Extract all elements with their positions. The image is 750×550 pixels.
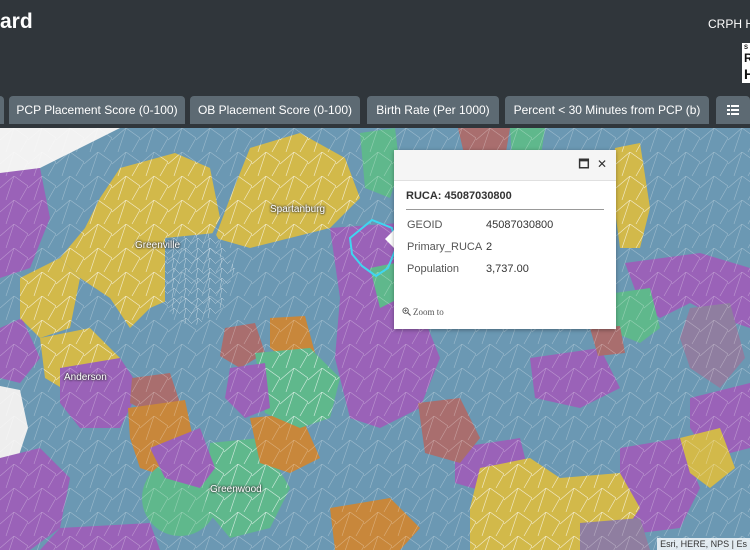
app-title: ard	[0, 10, 33, 33]
map-view[interactable]: Spartanburg Greenville Anderson Greenwoo…	[0, 128, 750, 550]
selected-tract-outline[interactable]	[348, 218, 398, 278]
org-label: CRPH H	[708, 17, 750, 31]
zoom-to-label: Zoom to	[413, 307, 444, 317]
map-attribution[interactable]: Esri, HERE, NPS | Es	[657, 538, 750, 550]
org-logo: S R H	[742, 43, 750, 83]
attr-value-primary-ruca: 2	[486, 241, 493, 253]
tab-partial[interactable]	[0, 96, 4, 124]
map-canvas[interactable]	[0, 128, 750, 550]
attr-key-population: Population	[407, 263, 459, 275]
city-label-greenville: Greenville	[135, 240, 181, 251]
tab-list-menu[interactable]	[716, 96, 750, 124]
city-label-anderson: Anderson	[64, 372, 107, 383]
attr-value-population: 3,737.00	[486, 263, 529, 275]
tab-ob-placement-score[interactable]: OB Placement Score (0-100)	[190, 96, 360, 124]
tab-percent-30-minutes-pcp[interactable]: Percent < 30 Minutes from PCP (b)	[505, 96, 709, 124]
app-header: ard CRPH H S R H	[0, 0, 750, 96]
feature-popup: 🗖 ✕ RUCA: 45087030800 GEOID 45087030800 …	[394, 150, 616, 329]
tab-birth-rate[interactable]: Birth Rate (Per 1000)	[367, 96, 499, 124]
city-label-spartanburg: Spartanburg	[270, 204, 326, 215]
zoom-in-icon	[402, 307, 411, 316]
city-label-greenwood: Greenwood	[210, 484, 262, 495]
popup-pointer	[385, 229, 395, 249]
attr-key-primary-ruca: Primary_RUCA	[407, 241, 483, 253]
tab-bar: PCP Placement Score (0-100) OB Placement…	[0, 96, 750, 128]
tab-pcp-placement-score[interactable]: PCP Placement Score (0-100)	[9, 96, 185, 124]
list-icon	[727, 105, 739, 115]
close-icon[interactable]: ✕	[596, 157, 608, 171]
popup-divider	[406, 209, 604, 210]
popup-title: RUCA: 45087030800	[406, 190, 512, 202]
attr-key-geoid: GEOID	[407, 219, 443, 231]
popup-header: 🗖 ✕	[394, 150, 616, 181]
zoom-to-link[interactable]: Zoom to	[402, 307, 444, 317]
attr-value-geoid: 45087030800	[486, 219, 554, 231]
maximize-icon[interactable]: 🗖	[578, 157, 590, 171]
